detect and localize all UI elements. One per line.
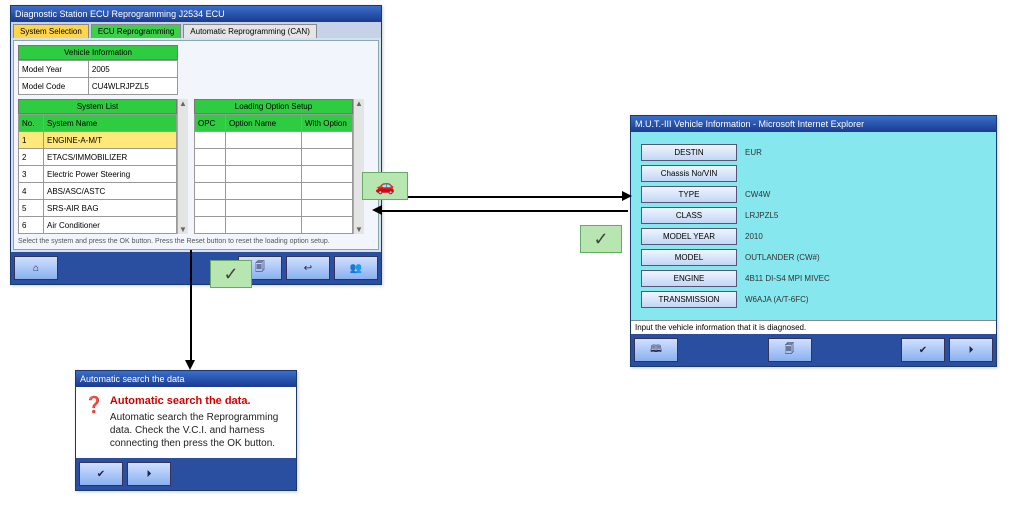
page2-button[interactable]: 🗐	[768, 338, 812, 362]
users-button[interactable]: 👥	[334, 256, 378, 280]
type-value: CW4W	[745, 190, 770, 199]
arrow-right-head	[622, 191, 632, 201]
win2-status: Input the vehicle information that it is…	[631, 320, 996, 334]
destin-value: EUR	[745, 148, 762, 157]
option-row[interactable]	[195, 183, 353, 200]
book-icon: 🕮	[650, 342, 662, 359]
option-row[interactable]	[195, 217, 353, 234]
ok2-button[interactable]: ✔	[901, 338, 945, 362]
engine-button[interactable]: ENGINE	[641, 270, 737, 287]
class-button[interactable]: CLASS	[641, 207, 737, 224]
transmission-button[interactable]: TRANSMISSION	[641, 291, 737, 308]
page-icon: 🗐	[255, 260, 265, 277]
system-row[interactable]: 4ABS/ASC/ASTC	[19, 183, 177, 200]
col-opc: OPC	[195, 115, 226, 132]
win1-toolbar: ⌂ 🗐 ↩ 👥	[11, 252, 381, 284]
reset-button[interactable]: ↩	[286, 256, 330, 280]
next-icon: ⏵	[969, 345, 974, 356]
tab-auto-reprogramming[interactable]: Automatic Reprogramming (CAN)	[183, 24, 317, 38]
main-diagnostic-window: Diagnostic Station ECU Reprogramming J25…	[10, 5, 382, 285]
option-row[interactable]	[195, 166, 353, 183]
col-with-option: With Option	[302, 115, 353, 132]
next2-button[interactable]: ⏵	[949, 338, 993, 362]
book-button[interactable]: 🕮	[634, 338, 678, 362]
system-list-table[interactable]: No. System Name 1ENGINE-A-M/T 2ETACS/IMM…	[18, 114, 177, 234]
arrow-left-head	[372, 205, 382, 215]
win3-body: ❓ Automatic search the data. Automatic s…	[76, 387, 296, 458]
system-list-header: System List	[18, 99, 177, 114]
vi-label: Model Code	[19, 78, 89, 95]
modelyear-value: 2010	[745, 232, 763, 241]
engine-value: 4B11 DI-S4 MPI MIVEC	[745, 274, 830, 283]
car-icon: 🚗	[375, 176, 395, 196]
reset-icon: ↩	[304, 263, 312, 274]
next-button[interactable]: ⏵	[127, 462, 171, 486]
question-icon: ❓	[84, 395, 104, 450]
vi-value: CU4WLRJPZL5	[88, 78, 177, 95]
model-value: OUTLANDER (CW#)	[745, 253, 820, 262]
option-row[interactable]	[195, 132, 353, 149]
next-icon: ⏵	[147, 469, 152, 480]
modelyear-button[interactable]: MODEL YEAR	[641, 228, 737, 245]
car-badge: 🚗	[362, 172, 408, 200]
col-system-name: System Name	[44, 115, 177, 132]
check-icon: ✓	[223, 264, 238, 285]
option-row[interactable]	[195, 200, 353, 217]
chassis-button[interactable]: Chassis No/VIN	[641, 165, 737, 182]
model-button[interactable]: MODEL	[641, 249, 737, 266]
win1-tabs: System Selection ECU Reprogramming Autom…	[11, 22, 381, 38]
page-icon: 🗐	[785, 342, 795, 359]
arrow-down-line	[190, 250, 192, 365]
win2-titlebar: M.U.T.-III Vehicle Information - Microso…	[631, 116, 996, 132]
win2-toolbar: 🕮 🗐 ✔ ⏵	[631, 334, 996, 366]
class-value: LRJPZL5	[745, 211, 778, 220]
vi-value: 2005	[88, 61, 177, 78]
check-icon: ✓	[593, 229, 608, 250]
users-icon: 👥	[350, 263, 362, 274]
home-button[interactable]: ⌂	[14, 256, 58, 280]
vehicle-info-window: M.U.T.-III Vehicle Information - Microso…	[630, 115, 997, 367]
win3-toolbar: ✔ ⏵	[76, 458, 296, 490]
loading-option-header: Loading Option Setup	[194, 99, 353, 114]
check-icon: ✔	[97, 469, 105, 480]
option-row[interactable]	[195, 149, 353, 166]
system-list-scrollbar[interactable]: ▲▼	[177, 99, 188, 234]
loading-option-table[interactable]: OPC Option Name With Option	[194, 114, 353, 234]
win3-titlebar: Automatic search the data	[76, 371, 296, 387]
ok-button[interactable]: ✔	[79, 462, 123, 486]
vehicle-info-header: Vehicle Information	[18, 45, 178, 60]
system-row[interactable]: 5SRS-AIR BAG	[19, 200, 177, 217]
win2-body: DESTIN EUR Chassis No/VIN TYPE CW4W CLASS L…	[631, 132, 996, 320]
win1-titlebar: Diagnostic Station ECU Reprogramming J25…	[11, 6, 381, 22]
check-icon: ✔	[919, 345, 927, 356]
dialog-heading: Automatic search the data.	[110, 395, 288, 407]
vi-label: Model Year	[19, 61, 89, 78]
system-row[interactable]: 2ETACS/IMMOBILIZER	[19, 149, 177, 166]
system-row[interactable]: 3Electric Power Steering	[19, 166, 177, 183]
check-badge-right: ✓	[580, 225, 622, 253]
system-row[interactable]: 1ENGINE-A-M/T	[19, 132, 177, 149]
win1-content: Vehicle Information Model Year 2005 Mode…	[13, 40, 379, 250]
check-badge-down: ✓	[210, 260, 252, 288]
home-icon: ⌂	[33, 263, 39, 274]
vehicle-info-table: Model Year 2005 Model Code CU4WLRJPZL5	[18, 60, 178, 95]
system-row[interactable]: 6Air Conditioner	[19, 217, 177, 234]
type-button[interactable]: TYPE	[641, 186, 737, 203]
loading-option-scrollbar[interactable]: ▲▼	[353, 99, 364, 234]
dialog-text: Automatic search the Reprogramming data.…	[110, 411, 288, 450]
destin-button[interactable]: DESTIN	[641, 144, 737, 161]
arrow-down-head	[185, 360, 195, 370]
arrow-left-line	[382, 210, 628, 212]
win1-hint: Select the system and press the OK butto…	[18, 238, 374, 245]
auto-search-dialog: Automatic search the data ❓ Automatic se…	[75, 370, 297, 491]
arrow-right-line	[382, 196, 628, 198]
col-no: No.	[19, 115, 44, 132]
tab-system-selection[interactable]: System Selection	[13, 24, 89, 38]
tab-ecu-reprogramming[interactable]: ECU Reprogramming	[91, 24, 181, 38]
col-option-name: Option Name	[226, 115, 302, 132]
transmission-value: W6AJA (A/T-6FC)	[745, 295, 809, 304]
